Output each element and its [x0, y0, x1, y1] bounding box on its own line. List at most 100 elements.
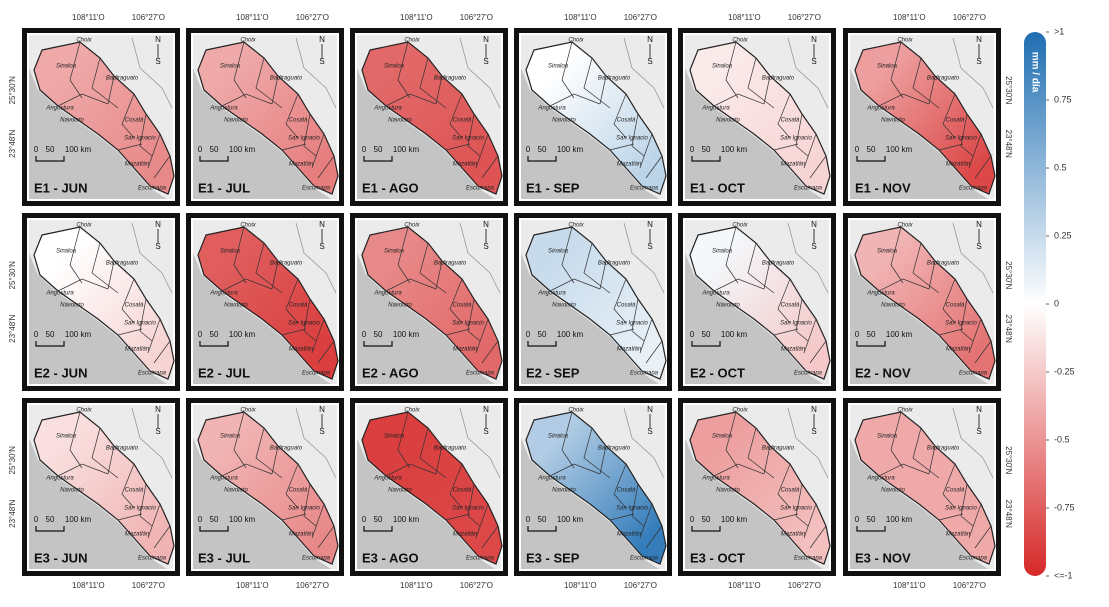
lon-label: 108°11'O: [893, 581, 926, 590]
compass: N: [976, 405, 982, 414]
municipal-border: [583, 57, 611, 109]
place-name: Mazatlán: [781, 347, 806, 353]
scale-label: 100 km: [65, 145, 92, 154]
compass: N: [483, 405, 489, 414]
municipal-border: [255, 427, 283, 479]
compass: S: [155, 57, 160, 66]
lat-label: 23°48'N: [1004, 315, 1013, 344]
municipal-border: [878, 463, 930, 477]
scale-label: 50: [210, 330, 219, 339]
compass: S: [319, 57, 324, 66]
municipal-border: [233, 226, 247, 284]
scale-label: 100 km: [557, 330, 584, 339]
municipal-border: [419, 57, 447, 109]
panel-label: E1 - OCT: [690, 180, 745, 195]
place-name: Cosalá: [617, 118, 636, 124]
scale-label: 50: [46, 330, 55, 339]
municipal-border: [561, 226, 575, 284]
scale-label: 50: [538, 330, 547, 339]
place-name: Sinaloa: [56, 434, 77, 440]
place-name: Cosalá: [125, 118, 144, 124]
municipal-border: [303, 483, 317, 527]
municipal-border: [91, 57, 119, 109]
panel-label: E3 - NOV: [855, 550, 911, 565]
municipal-border: [419, 427, 447, 479]
colorbar-tick-label: 0: [1054, 298, 1059, 308]
scale-label: 0: [34, 515, 39, 524]
place-name: Sinaloa: [877, 434, 898, 440]
place-name: Sinaloa: [548, 64, 569, 70]
municipal-border: [475, 503, 489, 539]
scale-label: 100 km: [229, 330, 256, 339]
place-name: Badiraguato: [598, 76, 631, 82]
road: [623, 407, 665, 479]
colorbar-tick-label: <=-1: [1054, 570, 1073, 580]
place-name: Mazatlán: [617, 162, 642, 168]
place-name: Escuinapa: [794, 371, 823, 377]
scale-label: 0: [198, 145, 203, 154]
place-name: Sinaloa: [220, 434, 241, 440]
scale-label: 0: [362, 515, 367, 524]
place-name: Angostura: [373, 291, 402, 297]
ocean: [521, 68, 659, 199]
place-name: Mazatlán: [289, 347, 314, 353]
municipal-border: [139, 298, 153, 342]
place-name: San Ignacio: [452, 321, 484, 327]
place-name: Badiraguato: [598, 261, 631, 267]
municipal-border: [549, 463, 601, 477]
municipal-border: [777, 93, 791, 139]
municipal-border: [773, 143, 799, 151]
colorbar-tick-label: >1: [1054, 26, 1064, 36]
place-name: Navolato: [60, 488, 84, 494]
place-name: Sinaloa: [712, 434, 733, 440]
scale-bar: [35, 526, 65, 532]
lon-label: 108°11'O: [236, 13, 269, 22]
scale-label: 50: [702, 515, 711, 524]
place-name: Choix: [732, 408, 748, 414]
place-name: Navolato: [60, 118, 84, 124]
panel-label: E1 - JUN: [34, 180, 87, 195]
place-name: Sinaloa: [220, 249, 241, 255]
place-name: Escuinapa: [302, 186, 331, 192]
scale-label: 50: [374, 145, 383, 154]
lon-label: 106°27'O: [624, 581, 657, 590]
scale-bar: [35, 156, 65, 162]
ocean: [521, 438, 659, 569]
municipal-border: [147, 318, 161, 354]
municipal-border: [303, 113, 317, 157]
map-panel: Choix Sinaloa Badiraguato Angostura Navolato…: [350, 28, 508, 206]
place-name: Navolato: [224, 488, 248, 494]
place-name: Sinaloa: [548, 434, 569, 440]
map-panel: Choix Sinaloa Badiraguato Angostura Navolato…: [186, 398, 344, 576]
place-name: Mazatlán: [289, 162, 314, 168]
colorbar: [1024, 32, 1046, 576]
lat-label: 25°30'N: [8, 446, 17, 475]
place-name: Mazatlán: [946, 532, 971, 538]
scale-label: 50: [867, 330, 876, 339]
place-name: Choix: [732, 38, 748, 44]
panel-label: E2 - JUN: [34, 365, 87, 380]
place-name: Cosalá: [781, 118, 800, 124]
place-name: Choix: [76, 38, 92, 44]
municipal-border: [763, 260, 771, 290]
municipal-border: [890, 226, 904, 284]
municipal-border: [107, 75, 115, 105]
scale-label: 50: [702, 330, 711, 339]
map-panel: Choix Sinaloa Badiraguato Angostura Navolato…: [22, 213, 180, 391]
place-name: Navolato: [60, 303, 84, 309]
place-name: Mazatlán: [946, 162, 971, 168]
place-name: Cosalá: [289, 118, 308, 124]
place-name: Choix: [76, 223, 92, 229]
ocean: [29, 253, 167, 384]
lat-label: 25°30'N: [1004, 76, 1013, 105]
place-name: Angostura: [45, 476, 74, 482]
colorbar-tick-label: -0.75: [1054, 502, 1075, 512]
municipal-border: [747, 57, 775, 109]
scale-bar: [527, 156, 557, 162]
place-name: Sinaloa: [220, 64, 241, 70]
place-name: Cosalá: [453, 488, 472, 494]
scale-label: 50: [210, 145, 219, 154]
place-name: Badiraguato: [927, 261, 960, 267]
municipal-border: [449, 463, 463, 509]
municipal-border: [561, 411, 575, 469]
